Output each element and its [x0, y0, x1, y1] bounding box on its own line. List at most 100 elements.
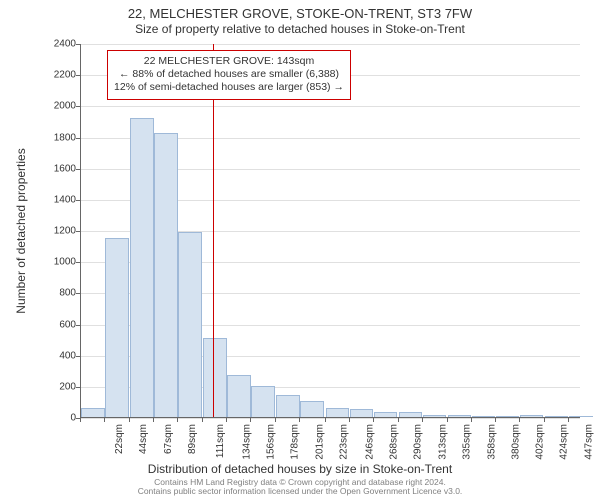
histogram-bar	[496, 416, 520, 417]
xtick-mark	[177, 418, 178, 422]
xtick-label: 134sqm	[242, 424, 253, 460]
gridline-h	[81, 44, 580, 45]
histogram-bar	[326, 408, 350, 417]
ytick-label: 1800	[52, 132, 76, 143]
ytick-label: 1400	[52, 194, 76, 205]
histogram-bar	[227, 375, 251, 417]
xtick-mark	[226, 418, 227, 422]
ytick-mark	[76, 75, 80, 76]
footer-line: Contains public sector information licen…	[0, 487, 600, 496]
histogram-bar	[569, 416, 593, 417]
annotation-line: 22 MELCHESTER GROVE: 143sqm	[114, 55, 344, 68]
xtick-label: 358sqm	[486, 424, 497, 460]
xtick-mark	[519, 418, 520, 422]
ytick-label: 2000	[52, 101, 76, 112]
ytick-label: 2400	[52, 39, 76, 50]
histogram-bar	[448, 415, 472, 417]
ytick-mark	[76, 387, 80, 388]
histogram-bar	[423, 415, 447, 417]
xtick-label: 402sqm	[534, 424, 545, 460]
ytick-mark	[76, 293, 80, 294]
xtick-mark	[104, 418, 105, 422]
ytick-label: 800	[52, 288, 76, 299]
ytick-mark	[76, 106, 80, 107]
ytick-label: 1600	[52, 163, 76, 174]
xtick-mark	[299, 418, 300, 422]
ytick-label: 0	[52, 413, 76, 424]
histogram-bar	[545, 416, 569, 417]
xtick-mark	[129, 418, 130, 422]
annotation-line: ← 88% of detached houses are smaller (6,…	[114, 68, 344, 81]
histogram-bar	[251, 386, 275, 417]
xtick-label: 223sqm	[339, 424, 350, 460]
title-block: 22, MELCHESTER GROVE, STOKE-ON-TRENT, ST…	[0, 6, 600, 36]
plot-area: 22 MELCHESTER GROVE: 143sqm ← 88% of det…	[80, 44, 580, 418]
marker-line	[213, 44, 214, 417]
xtick-label: 22sqm	[114, 424, 125, 454]
xtick-mark	[325, 418, 326, 422]
xtick-label: 89sqm	[187, 424, 198, 454]
ytick-label: 1200	[52, 226, 76, 237]
x-axis-label: Distribution of detached houses by size …	[0, 462, 600, 476]
footer: Contains HM Land Registry data © Crown c…	[0, 478, 600, 497]
histogram-bar	[203, 338, 227, 417]
xtick-label: 380sqm	[510, 424, 521, 460]
ytick-label: 400	[52, 350, 76, 361]
xtick-mark	[373, 418, 374, 422]
ytick-mark	[76, 262, 80, 263]
xtick-label: 290sqm	[412, 424, 423, 460]
xtick-label: 447sqm	[584, 424, 595, 460]
histogram-bar	[472, 416, 496, 417]
histogram-bar	[520, 415, 544, 417]
annotation-line: 12% of semi-detached houses are larger (…	[114, 81, 344, 94]
xtick-label: 156sqm	[266, 424, 277, 460]
histogram-bar	[105, 238, 129, 417]
ytick-label: 600	[52, 319, 76, 330]
annotation-box: 22 MELCHESTER GROVE: 143sqm ← 88% of det…	[107, 50, 351, 99]
histogram-bar	[178, 232, 202, 417]
xtick-mark	[275, 418, 276, 422]
xtick-label: 424sqm	[558, 424, 569, 460]
histogram-bar	[276, 395, 300, 417]
histogram-bar	[154, 133, 178, 417]
page-title: 22, MELCHESTER GROVE, STOKE-ON-TRENT, ST…	[0, 6, 600, 22]
chart-container: 22, MELCHESTER GROVE, STOKE-ON-TRENT, ST…	[0, 0, 600, 500]
gridline-h	[81, 418, 580, 419]
xtick-mark	[422, 418, 423, 422]
xtick-mark	[202, 418, 203, 422]
ytick-mark	[76, 138, 80, 139]
xtick-mark	[80, 418, 81, 422]
xtick-mark	[544, 418, 545, 422]
ytick-mark	[76, 200, 80, 201]
gridline-h	[81, 106, 580, 107]
xtick-mark	[398, 418, 399, 422]
xtick-label: 111sqm	[215, 424, 226, 458]
ytick-mark	[76, 356, 80, 357]
xtick-mark	[153, 418, 154, 422]
histogram-bar	[300, 401, 324, 417]
xtick-mark	[471, 418, 472, 422]
ytick-label: 200	[52, 381, 76, 392]
ytick-mark	[76, 44, 80, 45]
ytick-mark	[76, 325, 80, 326]
page-subtitle: Size of property relative to detached ho…	[0, 22, 600, 36]
ytick-mark	[76, 231, 80, 232]
xtick-label: 268sqm	[388, 424, 399, 460]
xtick-label: 201sqm	[315, 424, 326, 460]
histogram-bar	[130, 118, 154, 417]
ytick-label: 1000	[52, 257, 76, 268]
histogram-bar	[374, 412, 398, 417]
xtick-mark	[447, 418, 448, 422]
xtick-label: 67sqm	[163, 424, 174, 454]
ytick-label: 2200	[52, 70, 76, 81]
xtick-label: 313sqm	[437, 424, 448, 460]
histogram-bar	[81, 408, 105, 417]
xtick-label: 246sqm	[364, 424, 375, 460]
xtick-label: 178sqm	[290, 424, 301, 460]
xtick-mark	[495, 418, 496, 422]
xtick-label: 44sqm	[138, 424, 149, 454]
histogram-bar	[399, 412, 423, 417]
xtick-mark	[349, 418, 350, 422]
ytick-mark	[76, 169, 80, 170]
xtick-label: 335sqm	[461, 424, 472, 460]
